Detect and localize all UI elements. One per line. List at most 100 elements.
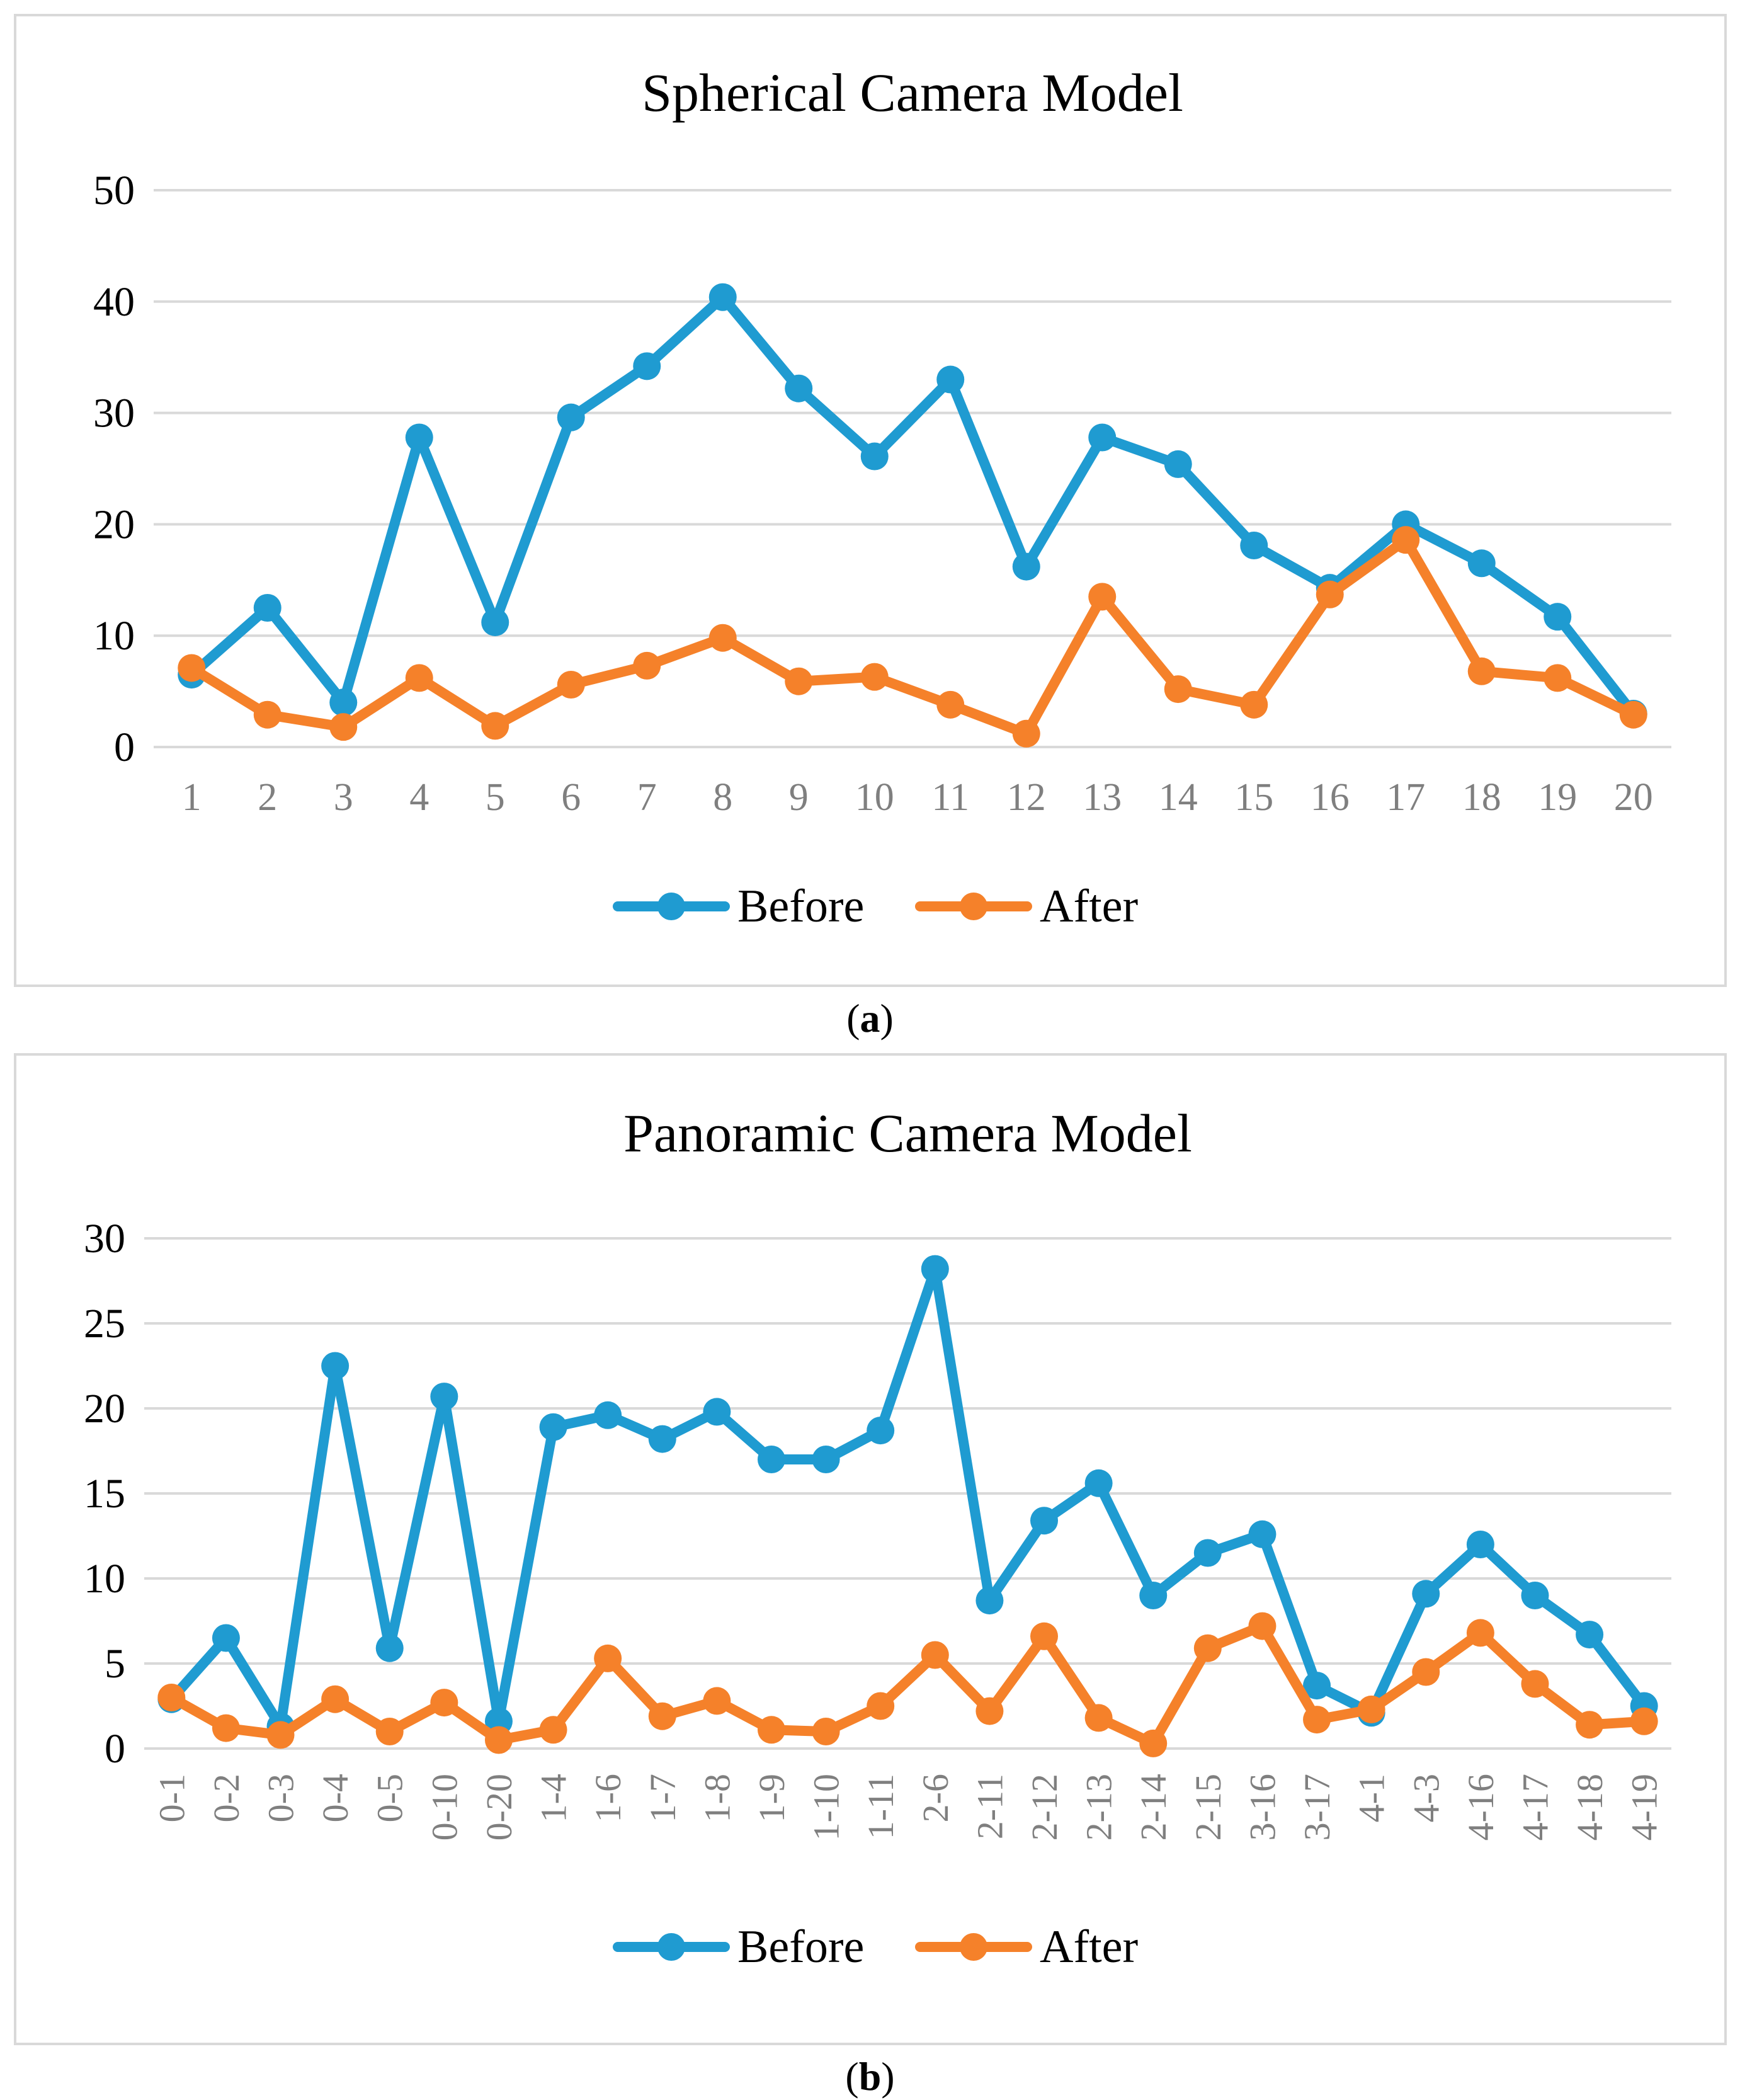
x-tick-label: 4-18 — [1569, 1774, 1610, 1840]
x-tick-label: 5 — [486, 776, 505, 819]
legend-marker-after — [960, 1933, 987, 1961]
x-tick-label: 18 — [1462, 776, 1501, 819]
legend-marker-before — [657, 893, 685, 920]
data-point-before — [481, 608, 509, 636]
data-point-after — [860, 663, 889, 691]
x-tick-label: 15 — [1234, 776, 1273, 819]
legend-label-before: Before — [737, 881, 864, 932]
data-point-before — [375, 1634, 404, 1662]
panel-a-label: a — [860, 996, 880, 1041]
data-point-before — [1248, 1520, 1277, 1548]
y-tick-label: 10 — [93, 613, 135, 659]
data-point-after — [212, 1714, 240, 1742]
data-point-before — [757, 1446, 785, 1473]
data-point-before — [1412, 1580, 1440, 1608]
x-tick-label: 8 — [713, 776, 732, 819]
y-tick-label: 40 — [93, 279, 135, 325]
panel-b-label: b — [858, 2054, 882, 2099]
data-point-after — [1466, 1619, 1494, 1647]
legend-label-after: After — [1040, 1921, 1138, 1973]
data-point-after — [708, 624, 737, 652]
x-tick-label: 10 — [855, 776, 894, 819]
x-tick-label: 4-19 — [1624, 1774, 1665, 1840]
y-tick-label: 20 — [84, 1386, 125, 1432]
data-point-after — [975, 1697, 1004, 1725]
x-tick-label: 4-3 — [1406, 1774, 1447, 1822]
chart-title: Panoramic Camera Model — [623, 1103, 1192, 1163]
x-tick-label: 12 — [1007, 776, 1046, 819]
legend-marker-after — [960, 893, 987, 920]
data-point-after — [1084, 1704, 1113, 1732]
x-tick-label: 0-20 — [479, 1774, 520, 1840]
panel-a-caption: (a) — [846, 996, 894, 1041]
x-tick-label: 2 — [258, 776, 277, 819]
x-tick-label: 0-4 — [315, 1774, 356, 1822]
data-point-before — [1030, 1507, 1059, 1535]
data-point-before — [703, 1398, 731, 1426]
data-point-after — [1240, 690, 1268, 719]
data-point-after — [633, 651, 661, 680]
x-tick-label: 0-5 — [370, 1774, 411, 1822]
data-point-after — [557, 670, 585, 699]
data-point-after — [594, 1644, 622, 1672]
legend-label-before: Before — [737, 1921, 864, 1973]
data-point-after — [1357, 1695, 1385, 1723]
x-tick-label: 9 — [789, 776, 809, 819]
data-point-after — [375, 1718, 404, 1745]
x-tick-label: 11 — [931, 776, 969, 819]
data-point-after — [329, 713, 358, 741]
data-point-after — [266, 1721, 295, 1749]
data-point-before — [557, 403, 585, 431]
data-point-before — [1164, 450, 1192, 478]
legend: Before After — [613, 881, 1138, 932]
x-tick-label: 3-16 — [1242, 1774, 1283, 1840]
data-point-after — [921, 1641, 949, 1669]
x-tick-label: 4-17 — [1515, 1774, 1555, 1840]
x-tick-label: 1-8 — [697, 1774, 737, 1822]
x-tick-label: 2-14 — [1133, 1774, 1174, 1840]
data-point-after — [481, 712, 509, 740]
data-point-before — [321, 1352, 350, 1380]
x-tick-label: 0-1 — [151, 1774, 192, 1822]
legend-label-after: After — [1040, 881, 1138, 932]
data-point-after — [936, 690, 965, 719]
data-point-before — [785, 374, 813, 402]
data-point-before — [708, 283, 737, 311]
data-point-after — [321, 1685, 350, 1713]
data-point-after — [812, 1718, 840, 1745]
data-point-after — [1467, 657, 1496, 685]
x-tick-label: 1-9 — [751, 1774, 792, 1822]
data-point-after — [157, 1684, 186, 1711]
y-tick-label: 25 — [84, 1301, 125, 1347]
data-point-before — [633, 352, 661, 380]
x-tick-label: 17 — [1386, 776, 1425, 819]
x-tick-label: 3 — [334, 776, 353, 819]
data-point-before — [975, 1587, 1004, 1615]
data-point-before — [867, 1417, 895, 1445]
data-point-after — [1248, 1612, 1277, 1640]
data-point-after — [484, 1726, 513, 1754]
data-point-after — [785, 667, 813, 695]
y-tick-label: 30 — [93, 391, 135, 437]
x-tick-label: 4-16 — [1460, 1774, 1501, 1840]
x-tick-label: 7 — [637, 776, 657, 819]
x-tick-label: 3-17 — [1297, 1774, 1338, 1840]
y-tick-label: 20 — [93, 501, 135, 547]
data-point-after — [1392, 526, 1420, 554]
x-tick-label: 0-2 — [206, 1774, 247, 1822]
x-tick-label: 6 — [561, 776, 581, 819]
data-point-before — [1303, 1672, 1331, 1700]
data-point-before — [405, 423, 433, 452]
series-line-before — [166, 1264, 1649, 1732]
data-point-after — [430, 1689, 458, 1717]
x-tick-label: 1 — [182, 776, 202, 819]
y-tick-label: 50 — [93, 168, 135, 214]
x-tick-label: 16 — [1311, 776, 1350, 819]
data-point-before — [253, 594, 281, 622]
x-tick-label: 19 — [1538, 776, 1577, 819]
y-tick-label: 0 — [114, 724, 135, 770]
legend: Before After — [613, 1921, 1138, 1973]
x-tick-label: 1-11 — [860, 1774, 901, 1839]
data-point-before — [539, 1413, 567, 1441]
y-tick-label: 10 — [84, 1556, 125, 1602]
